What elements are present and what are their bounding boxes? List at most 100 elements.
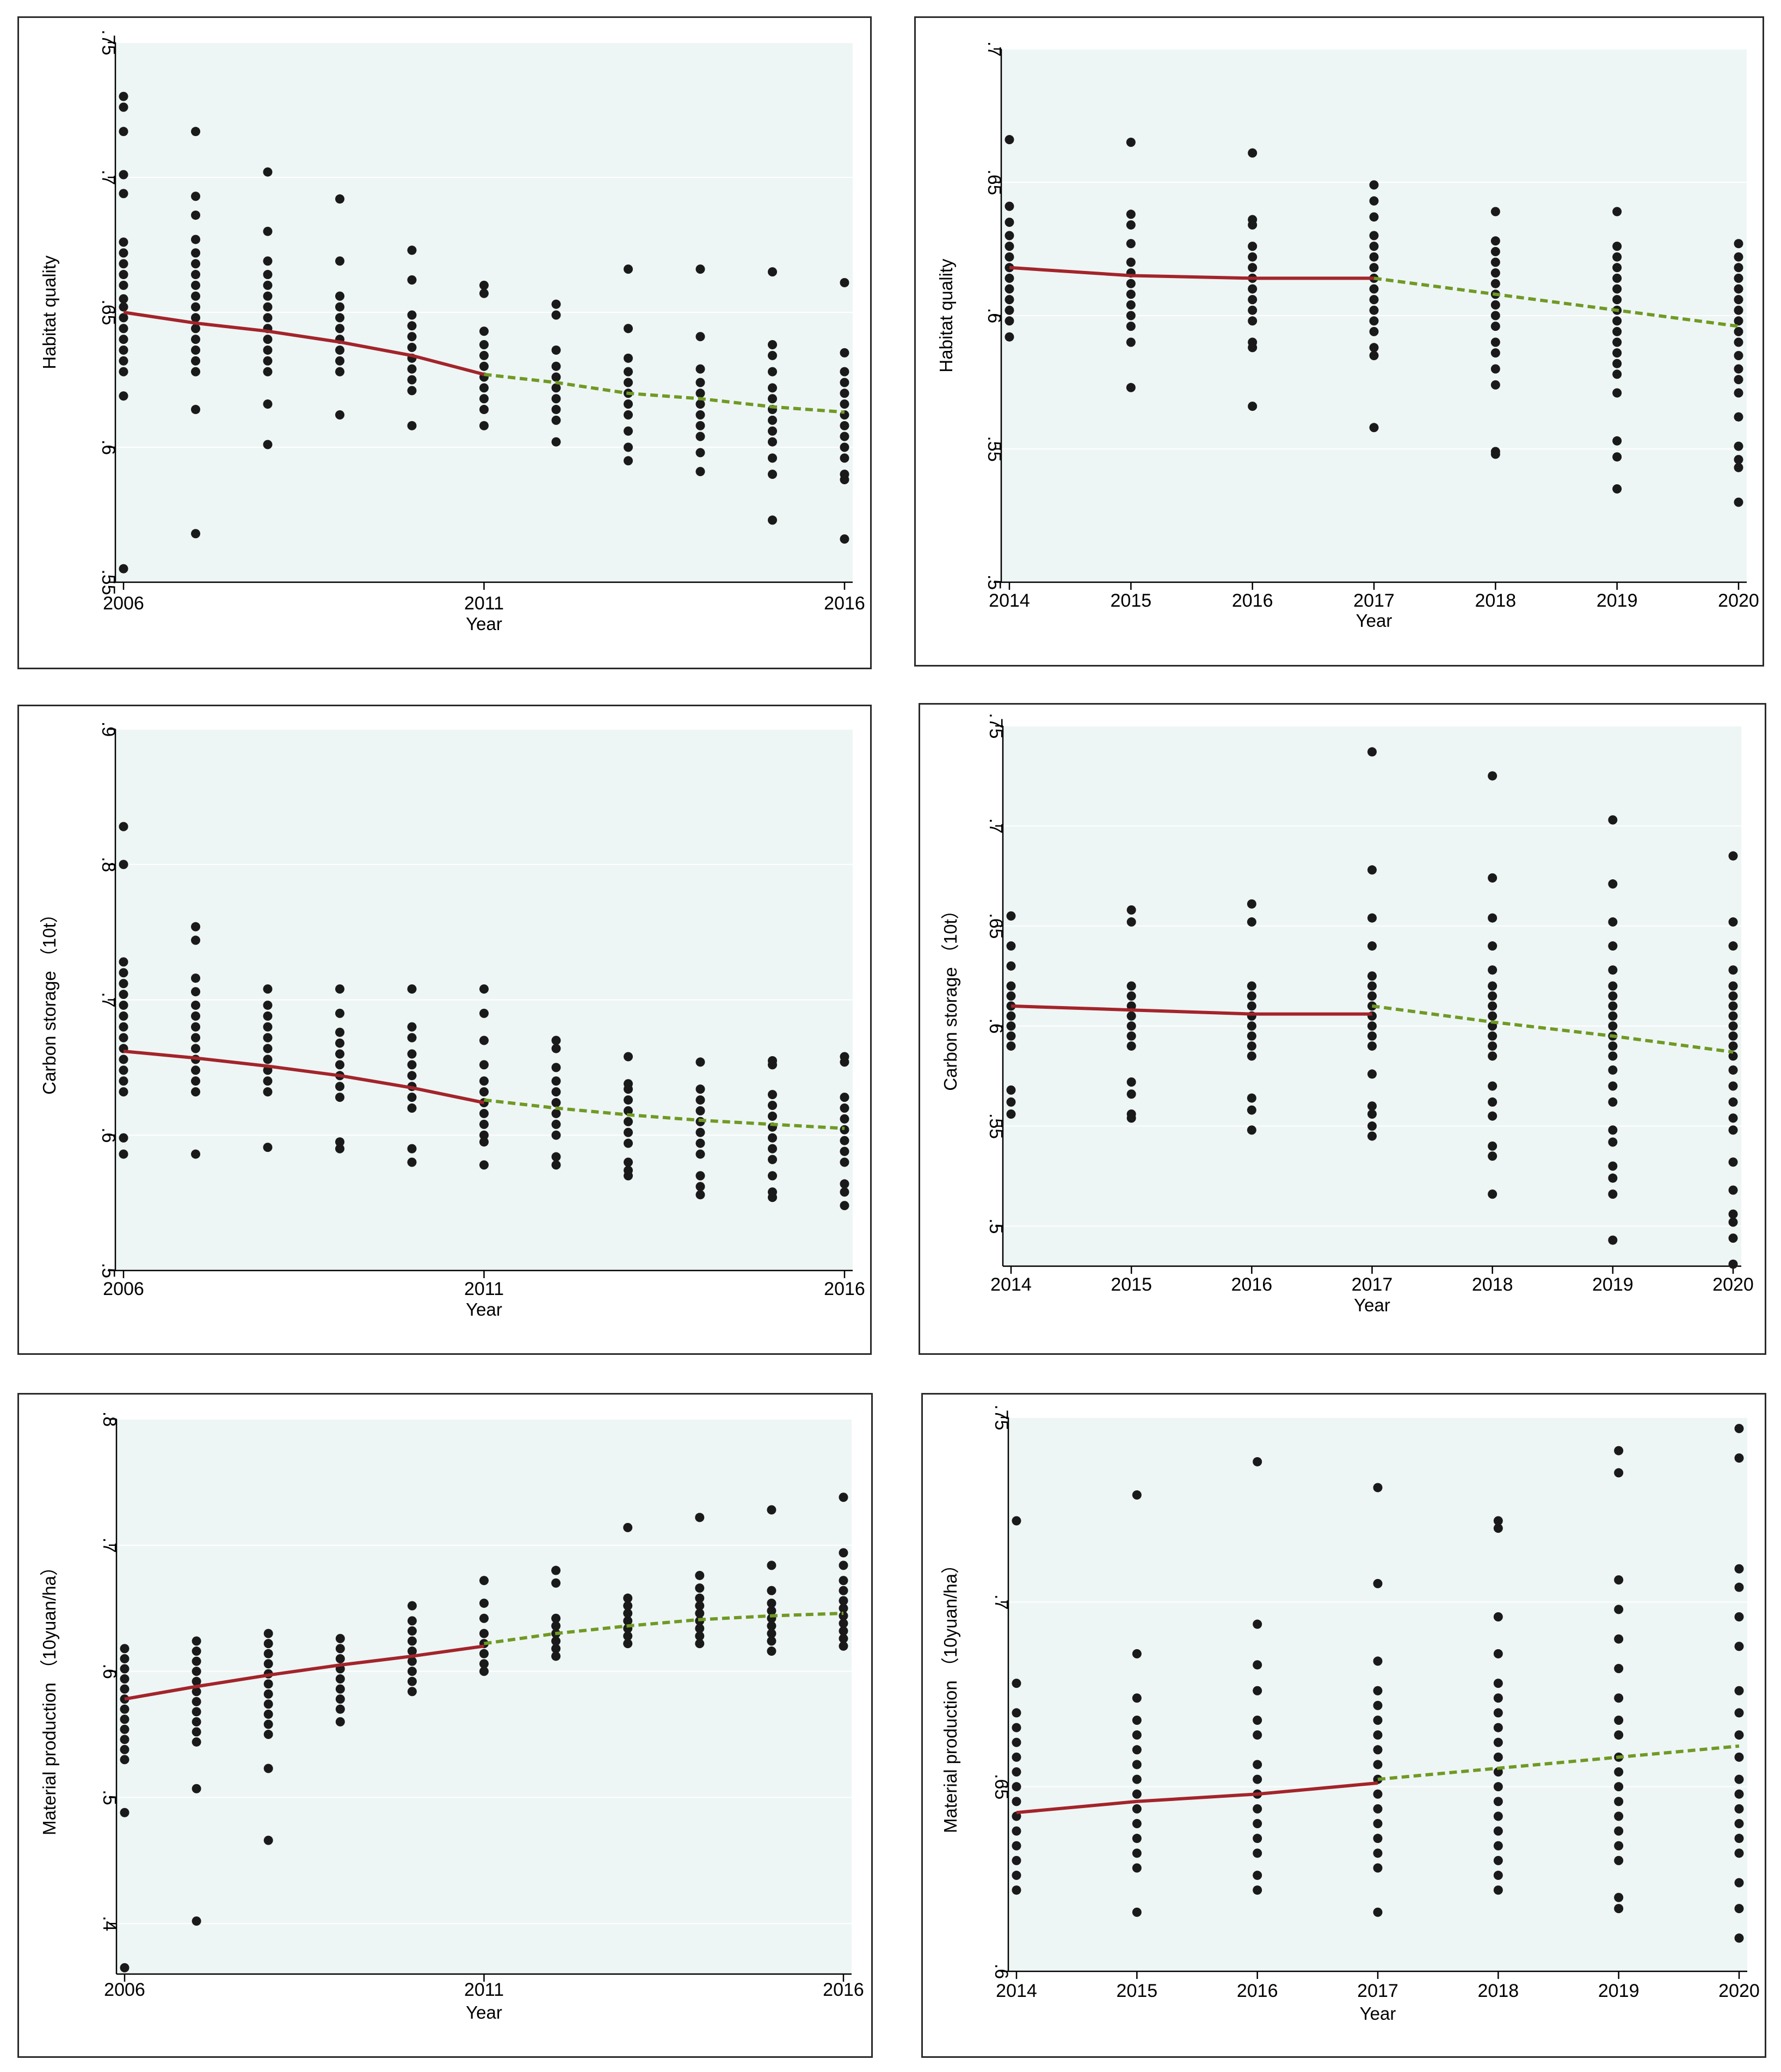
- data-point: [119, 1133, 128, 1143]
- data-point: [1728, 1021, 1738, 1031]
- data-point: [1253, 1804, 1262, 1814]
- data-point: [1126, 279, 1136, 288]
- data-point: [191, 291, 200, 301]
- data-point: [1734, 1878, 1744, 1888]
- data-point: [120, 1694, 130, 1704]
- data-point: [119, 564, 128, 574]
- data-point: [335, 1684, 345, 1694]
- data-point: [479, 1160, 489, 1170]
- data-point: [695, 1593, 705, 1603]
- x-tick-label: 2019: [1598, 1981, 1640, 2001]
- data-point: [1004, 231, 1014, 240]
- data-point: [1734, 1582, 1744, 1592]
- x-axis-title: Year: [1360, 2003, 1396, 2024]
- data-point: [1373, 1483, 1383, 1493]
- data-point: [1614, 1575, 1624, 1585]
- data-point: [120, 1808, 130, 1817]
- data-point: [191, 210, 200, 220]
- data-point: [624, 399, 633, 409]
- data-point: [1126, 1021, 1136, 1031]
- data-point: [119, 313, 128, 323]
- data-point: [1488, 913, 1497, 923]
- data-point: [191, 335, 200, 344]
- data-point: [407, 1144, 417, 1154]
- data-point: [1367, 1101, 1377, 1111]
- data-point: [479, 1119, 489, 1129]
- data-point: [1004, 316, 1014, 326]
- data-point: [1126, 257, 1136, 267]
- data-point: [479, 1130, 489, 1140]
- data-point: [1369, 295, 1379, 305]
- data-point: [1608, 1065, 1618, 1075]
- data-point: [1734, 1819, 1744, 1829]
- data-point: [407, 1049, 417, 1059]
- data-point: [1734, 1933, 1744, 1943]
- data-point: [191, 270, 200, 280]
- data-point: [1248, 337, 1258, 347]
- data-point: [1373, 1686, 1383, 1695]
- data-point: [1373, 1656, 1383, 1666]
- y-axis-title: Carbon storage （10t）: [39, 905, 59, 1095]
- data-point: [1247, 1105, 1256, 1115]
- data-point: [695, 448, 705, 458]
- data-point: [695, 399, 705, 409]
- data-point: [1373, 1730, 1383, 1740]
- data-point: [1126, 905, 1136, 915]
- x-tick-label: 2006: [104, 1979, 145, 2000]
- data-point: [1734, 462, 1743, 472]
- data-point: [1247, 899, 1256, 909]
- data-point: [623, 1593, 633, 1603]
- data-point: [1488, 991, 1497, 1001]
- data-point: [192, 1656, 201, 1666]
- data-point: [1612, 316, 1622, 326]
- data-point: [1614, 1767, 1624, 1777]
- data-point: [624, 324, 633, 334]
- fitted-trend-line: [123, 1050, 485, 1105]
- data-point: [1247, 917, 1256, 927]
- data-point: [335, 324, 344, 334]
- data-point: [1247, 1051, 1256, 1061]
- x-tick-label: 2017: [1352, 1274, 1393, 1295]
- data-point: [1369, 305, 1379, 315]
- data-point: [1493, 1723, 1503, 1732]
- data-point: [1126, 383, 1136, 392]
- data-point: [1614, 1730, 1624, 1740]
- data-point: [624, 456, 633, 466]
- data-point: [335, 1038, 344, 1048]
- data-point: [1248, 316, 1258, 326]
- data-point: [1488, 1141, 1497, 1151]
- data-point: [479, 1576, 489, 1586]
- data-point: [1608, 965, 1618, 975]
- data-point: [695, 1127, 705, 1137]
- data-point: [840, 453, 849, 463]
- data-point: [1608, 1051, 1618, 1061]
- data-point: [407, 1060, 417, 1070]
- data-point: [1612, 284, 1622, 294]
- data-point: [263, 1659, 273, 1669]
- data-point: [1247, 1125, 1256, 1135]
- data-point: [407, 332, 417, 342]
- x-tick-label: 2018: [1472, 1274, 1513, 1295]
- data-point: [1614, 1904, 1624, 1914]
- x-tick-label: 2015: [1117, 1981, 1158, 2001]
- data-point: [695, 332, 705, 342]
- data-point: [263, 1639, 273, 1649]
- data-point: [1612, 337, 1622, 347]
- data-point: [335, 1144, 344, 1154]
- data-point: [1006, 1001, 1016, 1011]
- data-point: [407, 1626, 417, 1636]
- data-point: [479, 1060, 489, 1070]
- data-point: [263, 1719, 273, 1729]
- data-point: [551, 345, 561, 355]
- data-point: [551, 1098, 561, 1108]
- data-point: [1247, 1021, 1256, 1031]
- data-point: [624, 1079, 633, 1089]
- y-axis-title: Material production （10yuan/ha）: [39, 1558, 59, 1835]
- data-point: [1369, 242, 1379, 251]
- data-point: [192, 1916, 201, 1926]
- data-point: [1493, 1855, 1503, 1865]
- data-point: [1734, 1642, 1744, 1651]
- data-point: [191, 313, 200, 323]
- data-point: [840, 1146, 849, 1156]
